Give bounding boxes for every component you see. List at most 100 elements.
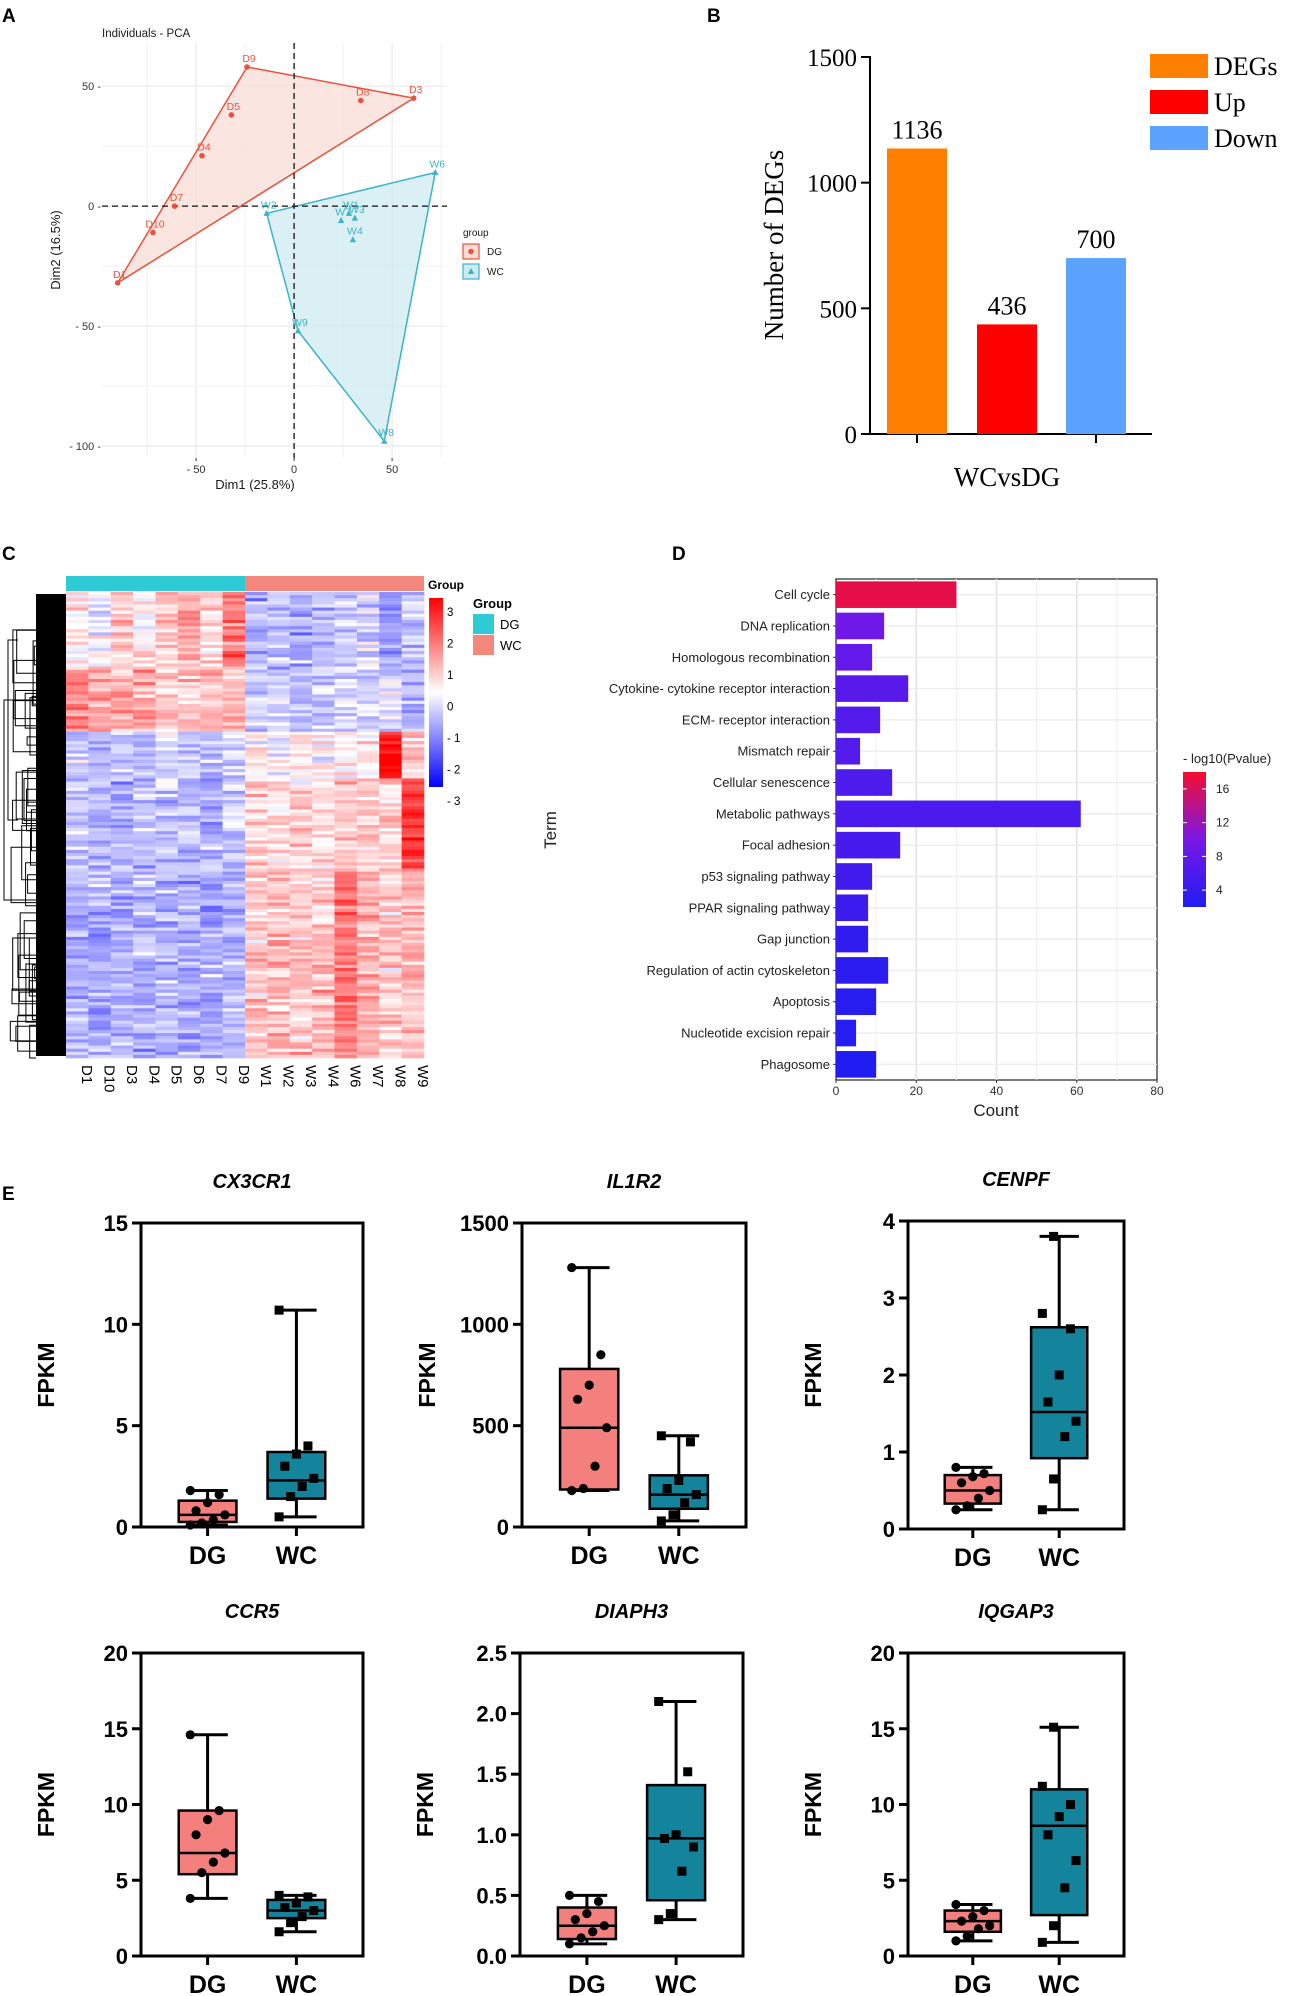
heatmap-cell (155, 1023, 179, 1028)
heatmap-cell (133, 1048, 156, 1053)
heatmap-cell (155, 610, 179, 615)
heatmap-cell (200, 657, 223, 661)
heatmap-cell (222, 753, 246, 757)
heatmap-cell (289, 756, 313, 761)
heatmap-cell (334, 927, 358, 931)
heatmap-cell (155, 1054, 179, 1059)
heatmap-cell (267, 706, 291, 711)
boxplot-point (185, 1893, 195, 1904)
heatmap-cell (267, 660, 291, 664)
heatmap-cell (401, 781, 425, 785)
heatmap-cell (245, 691, 268, 695)
heatmap-cell (155, 831, 179, 835)
heatmap-cell (88, 706, 112, 711)
heatmap-cell (334, 977, 358, 981)
heatmap-cell (401, 955, 425, 959)
heatmap-cell (222, 1030, 246, 1034)
heatmap-cell (401, 666, 425, 670)
heatmap-cell (245, 840, 268, 844)
heatmap-cell (88, 893, 112, 897)
heatmap-cell (312, 831, 335, 835)
heatmap-cell (267, 750, 291, 754)
heatmap-cell (356, 927, 380, 931)
heatmap-cell (222, 871, 246, 876)
heatmap-cell (379, 716, 402, 720)
heatmap-cell (133, 607, 156, 611)
heatmap-cell (88, 856, 112, 860)
heatmap-cell (267, 803, 291, 807)
heatmap-cell (133, 908, 156, 913)
heatmap-cell (289, 983, 313, 987)
heatmap-cell (379, 874, 402, 879)
heatmap-cell (245, 1042, 268, 1046)
heatmap-cell (200, 946, 223, 950)
heatmap-cell (401, 635, 425, 639)
heatmap-cell (222, 657, 246, 661)
heatmap-cell (222, 710, 246, 714)
heatmap-cell (133, 1026, 156, 1031)
heatmap-cell (289, 619, 313, 624)
heatmap-cell (356, 604, 380, 608)
heatmap-cell (200, 663, 223, 667)
heatmap-cell (356, 663, 380, 667)
heatmap-cell (110, 778, 134, 782)
heatmap-cell (222, 812, 246, 816)
heatmap-cell (222, 849, 246, 854)
boxplot-point (962, 1501, 972, 1511)
heatmap-cell (379, 644, 402, 649)
heatmap-cell (379, 905, 402, 910)
heatmap-cell (289, 905, 313, 910)
heatmap-cell (222, 703, 246, 708)
heatmap-cell (267, 719, 291, 723)
heatmap-cell (334, 955, 358, 959)
heatmap-cell (312, 797, 335, 801)
heatmap-cell (379, 685, 402, 689)
heatmap-cell (379, 769, 402, 773)
heatmap-cell (401, 616, 425, 621)
heatmap-cell (267, 663, 291, 667)
heatmap-cell (110, 890, 134, 894)
heatmap-cell (267, 915, 291, 919)
heatmap-cell (334, 793, 358, 798)
heatmap-cell (110, 986, 134, 990)
heatmap-cell (66, 775, 89, 779)
heatmap-cell (334, 651, 358, 655)
heatmap-cell (110, 619, 134, 624)
heatmap-cell (289, 977, 313, 981)
heatmap-cell (267, 635, 291, 639)
heatmap-cell (88, 738, 112, 742)
heatmap-cell (133, 595, 156, 599)
heatmap-cell (401, 790, 425, 795)
heatmap-cell (356, 821, 380, 826)
heatmap-cell (401, 915, 425, 919)
heatmap-cell (200, 930, 223, 935)
heatmap-cell (356, 800, 380, 804)
heatmap-cell (222, 980, 246, 984)
heatmap-cell (88, 716, 112, 720)
heatmap-cell (222, 725, 246, 729)
heatmap-cell (66, 1033, 89, 1037)
heatmap-cell (177, 1051, 201, 1056)
heatmap-cell (245, 741, 268, 745)
heatmap-cell (200, 893, 223, 897)
heatmap-cell (177, 629, 201, 633)
heatmap-cell (133, 787, 156, 792)
boxplot-point (191, 1506, 201, 1516)
heatmap-cell (200, 825, 223, 829)
heatmap-cell (133, 753, 156, 757)
pca-point (294, 327, 302, 334)
heatmap-cell (177, 874, 201, 879)
heatmap-cell (155, 1017, 179, 1022)
heatmap-cell (177, 983, 201, 987)
heatmap-cell (222, 1042, 246, 1046)
kegg-term-label: Cytokine- cytokine receptor interaction (609, 681, 830, 696)
heatmap-cell (200, 623, 223, 627)
heatmap-cell (289, 828, 313, 832)
heatmap-cell (334, 682, 358, 686)
heatmap-cell (379, 750, 402, 754)
heatmap-cell (200, 849, 223, 854)
heatmap-cell (200, 610, 223, 615)
heatmap-cell (245, 967, 268, 972)
heatmap-cell (177, 818, 201, 823)
heatmap-cell (110, 629, 134, 633)
